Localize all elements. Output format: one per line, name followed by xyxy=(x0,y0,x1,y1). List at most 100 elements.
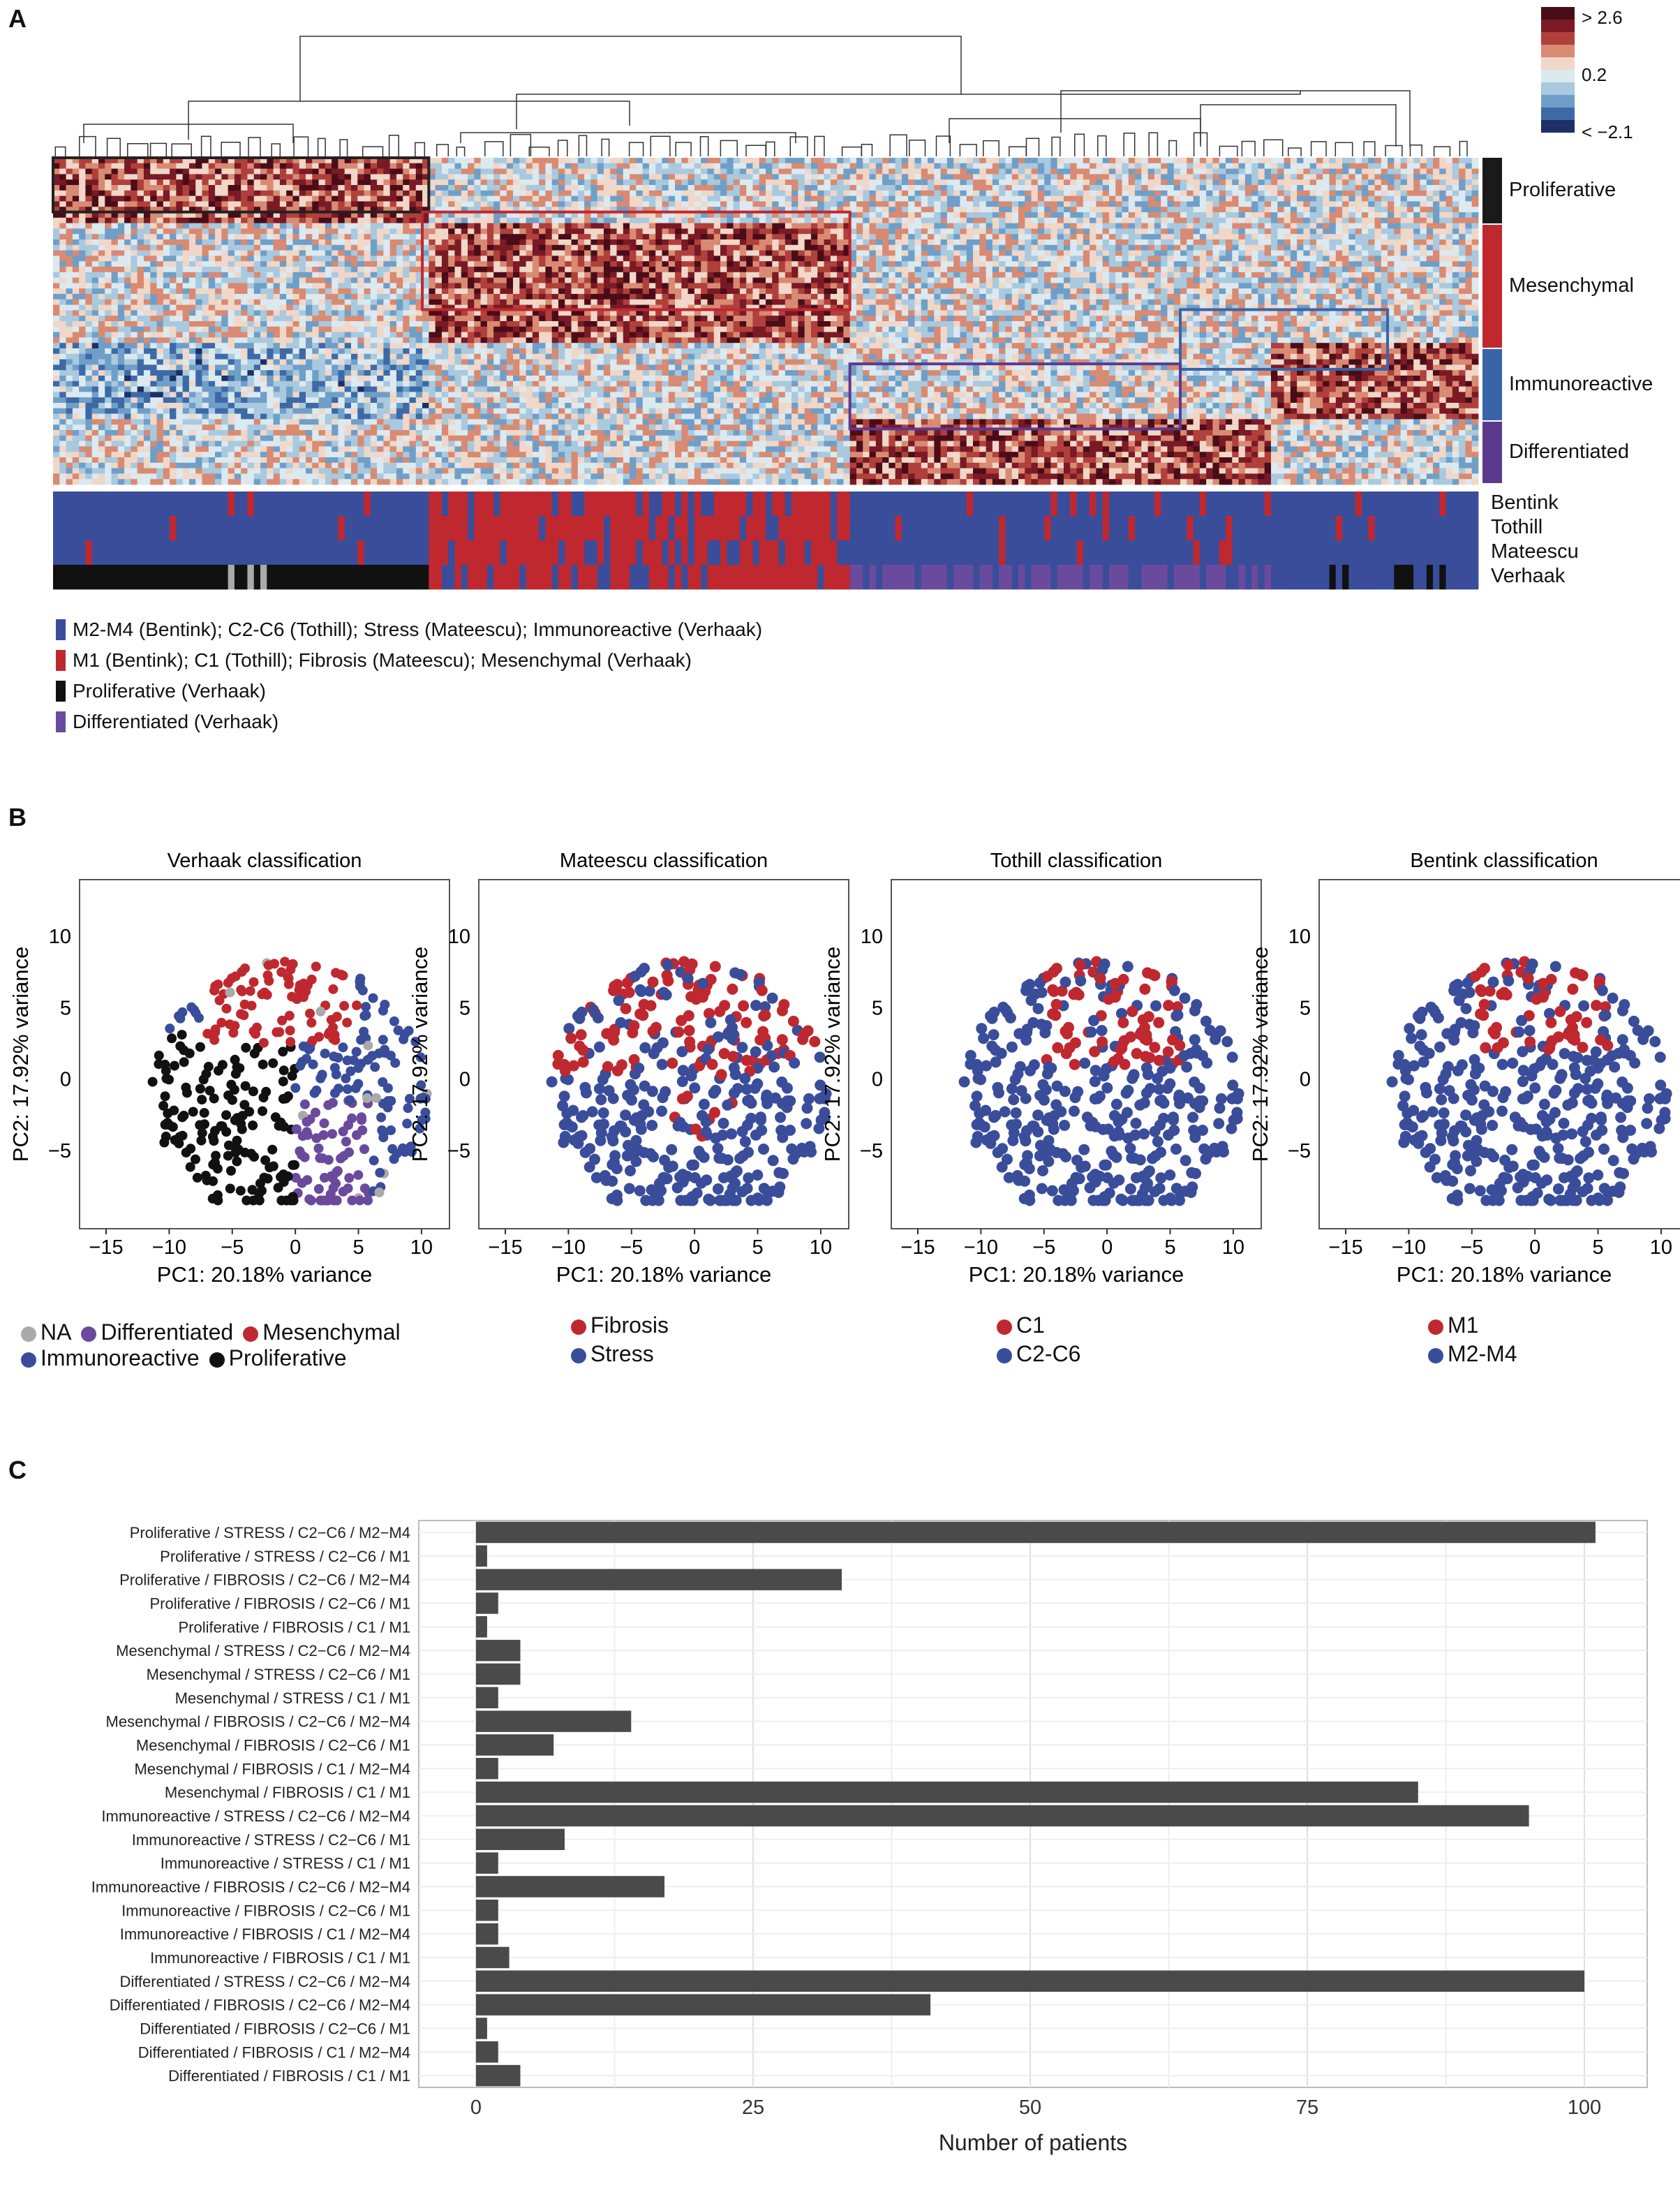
heatmap-cell xyxy=(429,267,436,273)
heatmap-cell xyxy=(1309,174,1317,180)
heatmap-cell xyxy=(921,244,928,251)
heatmap-cell xyxy=(1413,244,1420,251)
heatmap-cell xyxy=(1445,261,1453,267)
heatmap-cell xyxy=(91,256,99,262)
heatmap-cell xyxy=(429,217,436,223)
heatmap-cell xyxy=(577,190,585,196)
heatmap-cell xyxy=(727,195,734,202)
heatmap-cell xyxy=(804,234,812,240)
heatmap-cell xyxy=(830,158,838,164)
heatmap-cell xyxy=(539,277,546,283)
heatmap-cell xyxy=(824,256,831,262)
heatmap-cell xyxy=(1025,179,1032,186)
heatmap-cell xyxy=(778,250,786,256)
heatmap-cell xyxy=(1348,201,1356,207)
heatmap-cell xyxy=(940,256,948,262)
heatmap-cell xyxy=(946,228,954,235)
heatmap-cell xyxy=(681,272,689,278)
heatmap-cell xyxy=(526,244,533,251)
heatmap-cell xyxy=(441,158,449,164)
heatmap-cell xyxy=(986,168,993,175)
heatmap-cell xyxy=(830,185,838,191)
heatmap-cell xyxy=(1238,239,1246,246)
heatmap-cell xyxy=(350,158,358,164)
heatmap-cell xyxy=(228,267,235,273)
heatmap-cell xyxy=(435,174,443,180)
heatmap-cell xyxy=(85,256,93,262)
heatmap-cell xyxy=(921,267,928,273)
heatmap-cell xyxy=(889,190,896,196)
heatmap-cell xyxy=(1141,207,1149,213)
heatmap-cell xyxy=(960,239,967,246)
heatmap-cell xyxy=(1070,267,1077,273)
heatmap-cell xyxy=(1244,244,1252,251)
heatmap-cell xyxy=(668,201,676,207)
heatmap-cell xyxy=(849,163,857,169)
heatmap-cell xyxy=(597,267,604,273)
heatmap-cell xyxy=(934,179,942,186)
heatmap-cell xyxy=(921,212,928,219)
heatmap-cell xyxy=(267,163,274,169)
heatmap-cell xyxy=(1374,185,1382,191)
heatmap-cell xyxy=(1219,239,1226,246)
heatmap-cell xyxy=(1258,234,1265,240)
heatmap-cell xyxy=(603,201,611,207)
heatmap-cell xyxy=(1277,207,1284,213)
heatmap-cell xyxy=(377,256,384,262)
heatmap-cell xyxy=(474,168,481,175)
heatmap-cell xyxy=(946,195,954,202)
heatmap-cell xyxy=(1258,256,1265,262)
heatmap-cell xyxy=(461,201,468,207)
heatmap-cell xyxy=(707,212,715,219)
heatmap-cell xyxy=(435,163,443,169)
heatmap-cell xyxy=(111,272,119,278)
heatmap-cell xyxy=(98,228,105,235)
heatmap-cell xyxy=(630,217,637,223)
heatmap-cell xyxy=(662,217,669,223)
heatmap-cell xyxy=(986,179,993,186)
heatmap-cell xyxy=(163,212,170,219)
heatmap-cell xyxy=(875,239,883,246)
heatmap-cell xyxy=(1335,207,1343,213)
heatmap-cell xyxy=(454,272,462,278)
heatmap-cell xyxy=(648,195,656,202)
heatmap-cell xyxy=(630,207,637,213)
heatmap-cell xyxy=(415,201,423,207)
dendrogram-link xyxy=(1363,141,1376,156)
heatmap-cell xyxy=(403,195,410,202)
heatmap-cell xyxy=(124,244,131,251)
heatmap-cell xyxy=(804,158,812,164)
heatmap-cell xyxy=(441,256,449,262)
heatmap-cell xyxy=(720,261,727,267)
dendrogram-link xyxy=(362,146,384,156)
heatmap-cell xyxy=(325,207,332,213)
heatmap-cell xyxy=(1147,168,1155,175)
heatmap-cell xyxy=(966,244,974,251)
heatmap-cell xyxy=(597,207,604,213)
heatmap-cell xyxy=(1381,272,1388,278)
heatmap-cell xyxy=(551,201,559,207)
heatmap-cell xyxy=(1005,163,1013,169)
heatmap-cell xyxy=(364,256,371,262)
heatmap-cell xyxy=(1388,223,1395,229)
heatmap-cell xyxy=(953,212,960,219)
heatmap-cell xyxy=(655,228,662,235)
heatmap-cell xyxy=(480,239,488,246)
heatmap-cell xyxy=(752,190,760,196)
heatmap-cell xyxy=(1115,174,1122,180)
heatmap-cell xyxy=(1284,261,1291,267)
heatmap-cell xyxy=(1381,207,1388,213)
heatmap-cell xyxy=(318,158,326,164)
heatmap-cell xyxy=(1368,228,1375,235)
heatmap-cell xyxy=(889,174,896,180)
heatmap-cell xyxy=(513,261,520,267)
heatmap-cell xyxy=(72,168,80,175)
heatmap-cell xyxy=(176,217,184,223)
heatmap-cell xyxy=(908,228,915,235)
heatmap-cell xyxy=(137,234,144,240)
heatmap-cell xyxy=(273,256,281,262)
heatmap-cell xyxy=(1135,256,1142,262)
heatmap-cell xyxy=(59,228,66,235)
heatmap-cell xyxy=(1122,179,1129,186)
heatmap-cell xyxy=(1452,179,1459,186)
